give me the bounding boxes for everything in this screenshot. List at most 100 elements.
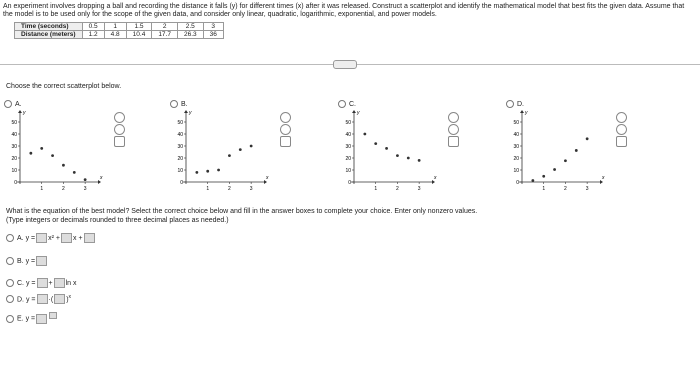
y-tick-label: 10 <box>513 168 519 174</box>
option[interactable]: B. <box>170 100 188 108</box>
equation-text: y = <box>25 315 36 323</box>
option-label: D. <box>517 100 524 108</box>
point <box>51 154 54 157</box>
option-label: B. <box>181 100 188 108</box>
point <box>417 159 421 162</box>
point <box>553 168 556 171</box>
table-cell: 1.2 <box>81 30 105 39</box>
x-tick-label: 2 <box>228 186 231 192</box>
choice[interactable]: C. y = + ln x <box>6 278 77 288</box>
equation-text: x + <box>73 234 83 242</box>
axis-label: x <box>433 175 437 181</box>
problem-text: An experiment involves dropping a ball a… <box>3 3 685 18</box>
point <box>542 174 546 178</box>
note: (Type integers or decimals rounded to th… <box>6 217 229 224</box>
zoom-icon[interactable] <box>616 124 627 135</box>
option-label: E. <box>17 315 24 323</box>
zoom-icon[interactable] <box>616 112 627 123</box>
popout-icon[interactable] <box>114 136 125 147</box>
equation-text: y = <box>25 279 36 287</box>
option[interactable]: A. <box>4 100 22 108</box>
x-tick-label: 2 <box>564 186 567 192</box>
data-table: Time (seconds) 0.5 1 1.5 2 2.5 3 Distance (mete… <box>14 22 224 39</box>
table-row: Distance (meters) 1.2 4.8 10.4 17.7 26.3 36 <box>14 30 224 39</box>
popout-icon[interactable] <box>448 136 459 147</box>
choice[interactable]: D. y = ·()x <box>6 294 71 305</box>
x-tick-label: 1 <box>542 186 545 192</box>
y-tick-label: 0 <box>180 180 183 186</box>
point <box>206 169 210 173</box>
scatterplot: y x 0 10 20 30 40 50 1 2 3 <box>11 110 103 192</box>
choice[interactable]: E. y = <box>6 312 58 324</box>
equation-text: ln x <box>65 279 77 287</box>
axis-label: y <box>524 110 528 116</box>
x-tick-label: 2 <box>62 186 65 192</box>
popout-icon[interactable] <box>280 136 291 147</box>
equation-text: + <box>48 279 53 287</box>
scatterplot: y x 0 10 20 30 40 50 1 2 3 <box>177 110 269 192</box>
point <box>531 179 535 182</box>
point <box>72 171 76 174</box>
table-cell: Time (seconds) <box>14 22 83 31</box>
scatterplot: y x 0 10 20 30 40 50 1 2 3 <box>345 110 437 192</box>
point <box>396 154 399 157</box>
arrow <box>352 110 435 184</box>
point <box>363 132 367 136</box>
y-tick-label: 50 <box>177 120 183 126</box>
x-tick-label: 1 <box>374 186 377 192</box>
popout-icon[interactable] <box>616 136 627 147</box>
point <box>585 137 589 141</box>
equation-text: y = <box>25 257 36 265</box>
point <box>564 159 567 163</box>
zoom-icon[interactable] <box>448 124 459 135</box>
option[interactable]: C. <box>338 100 356 108</box>
y-tick-label: 30 <box>513 144 519 150</box>
y-tick-label: 20 <box>345 156 351 162</box>
question: What is the equation of the best model? … <box>6 208 478 215</box>
zoom-icon[interactable] <box>114 112 125 123</box>
y-tick-label: 40 <box>513 132 519 138</box>
table-row: Time (seconds) 0.5 1 1.5 2 2.5 3 <box>14 22 224 31</box>
point <box>29 151 33 155</box>
equation-text: x² + <box>48 234 60 242</box>
option-label: C. <box>17 279 24 287</box>
y-tick-label: 30 <box>345 144 351 150</box>
y-tick-label: 0 <box>516 180 519 186</box>
equation-text: · <box>48 296 51 304</box>
option-label: B. <box>17 257 24 265</box>
point <box>374 142 378 145</box>
zoom-icon[interactable] <box>280 112 291 123</box>
x-tick-label: 3 <box>250 186 253 192</box>
point <box>62 163 65 167</box>
point <box>249 144 253 148</box>
choice[interactable]: A. y = x² + x + <box>6 233 96 243</box>
point <box>40 147 44 150</box>
axis-label: y <box>22 110 26 116</box>
y-tick-label: 0 <box>348 180 351 186</box>
point <box>574 149 578 152</box>
point <box>83 178 87 181</box>
zoom-icon[interactable] <box>448 112 459 123</box>
y-tick-label: 40 <box>11 132 17 138</box>
axis-label: y <box>356 110 360 116</box>
point <box>385 147 388 150</box>
option[interactable]: D. <box>506 100 524 108</box>
y-tick-label: 20 <box>513 156 519 162</box>
x-tick-label: 1 <box>40 186 43 192</box>
x-tick-label: 3 <box>84 186 87 192</box>
prompt: Choose the correct scatterplot below. <box>6 83 122 90</box>
table-cell: 4.8 <box>103 30 127 39</box>
zoom-icon[interactable] <box>114 124 125 135</box>
choice[interactable]: B. y = <box>6 256 48 266</box>
x-tick-label: 1 <box>206 186 209 192</box>
y-tick-label: 10 <box>177 168 183 174</box>
zoom-icon[interactable] <box>280 124 291 135</box>
y-tick-label: 30 <box>11 144 17 150</box>
table-cell: 3 <box>202 22 224 31</box>
y-tick-label: 50 <box>11 120 17 126</box>
y-tick-label: 50 <box>513 120 519 126</box>
axis-label: x <box>601 175 605 181</box>
expand-button[interactable] <box>333 60 357 69</box>
y-tick-label: 10 <box>11 168 17 174</box>
